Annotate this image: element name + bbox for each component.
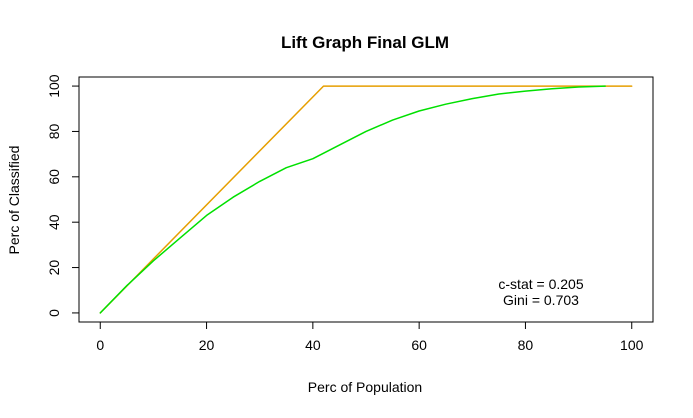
chart-title: Lift Graph Final GLM [281, 33, 449, 52]
series-line-1 [99, 85, 633, 314]
y-tick-label: 20 [46, 260, 62, 276]
y-axis: 0 20 40 60 80 100 [46, 74, 79, 317]
x-tick-label: 40 [305, 337, 321, 353]
plot-frame [78, 76, 654, 323]
x-tick-label: 60 [411, 337, 427, 353]
c-stat-annotation: c-stat = 0.205 [498, 276, 583, 292]
y-tick-label: 80 [46, 123, 62, 139]
y-axis-label: Perc of Classified [6, 146, 22, 255]
x-tick-label: 0 [96, 337, 104, 353]
y-tick-label: 0 [46, 309, 62, 317]
gini-annotation: Gini = 0.703 [503, 292, 579, 308]
x-axis: 0 20 40 60 80 100 [96, 322, 644, 353]
y-tick-label: 40 [46, 214, 62, 230]
x-tick-label: 100 [620, 337, 644, 353]
series-layer [99, 85, 633, 314]
y-tick-label: 100 [46, 74, 62, 98]
x-tick-label: 20 [199, 337, 215, 353]
y-tick-label: 60 [46, 169, 62, 185]
x-tick-label: 80 [518, 337, 534, 353]
x-axis-label: Perc of Population [308, 379, 422, 395]
series-line-2 [99, 85, 606, 314]
